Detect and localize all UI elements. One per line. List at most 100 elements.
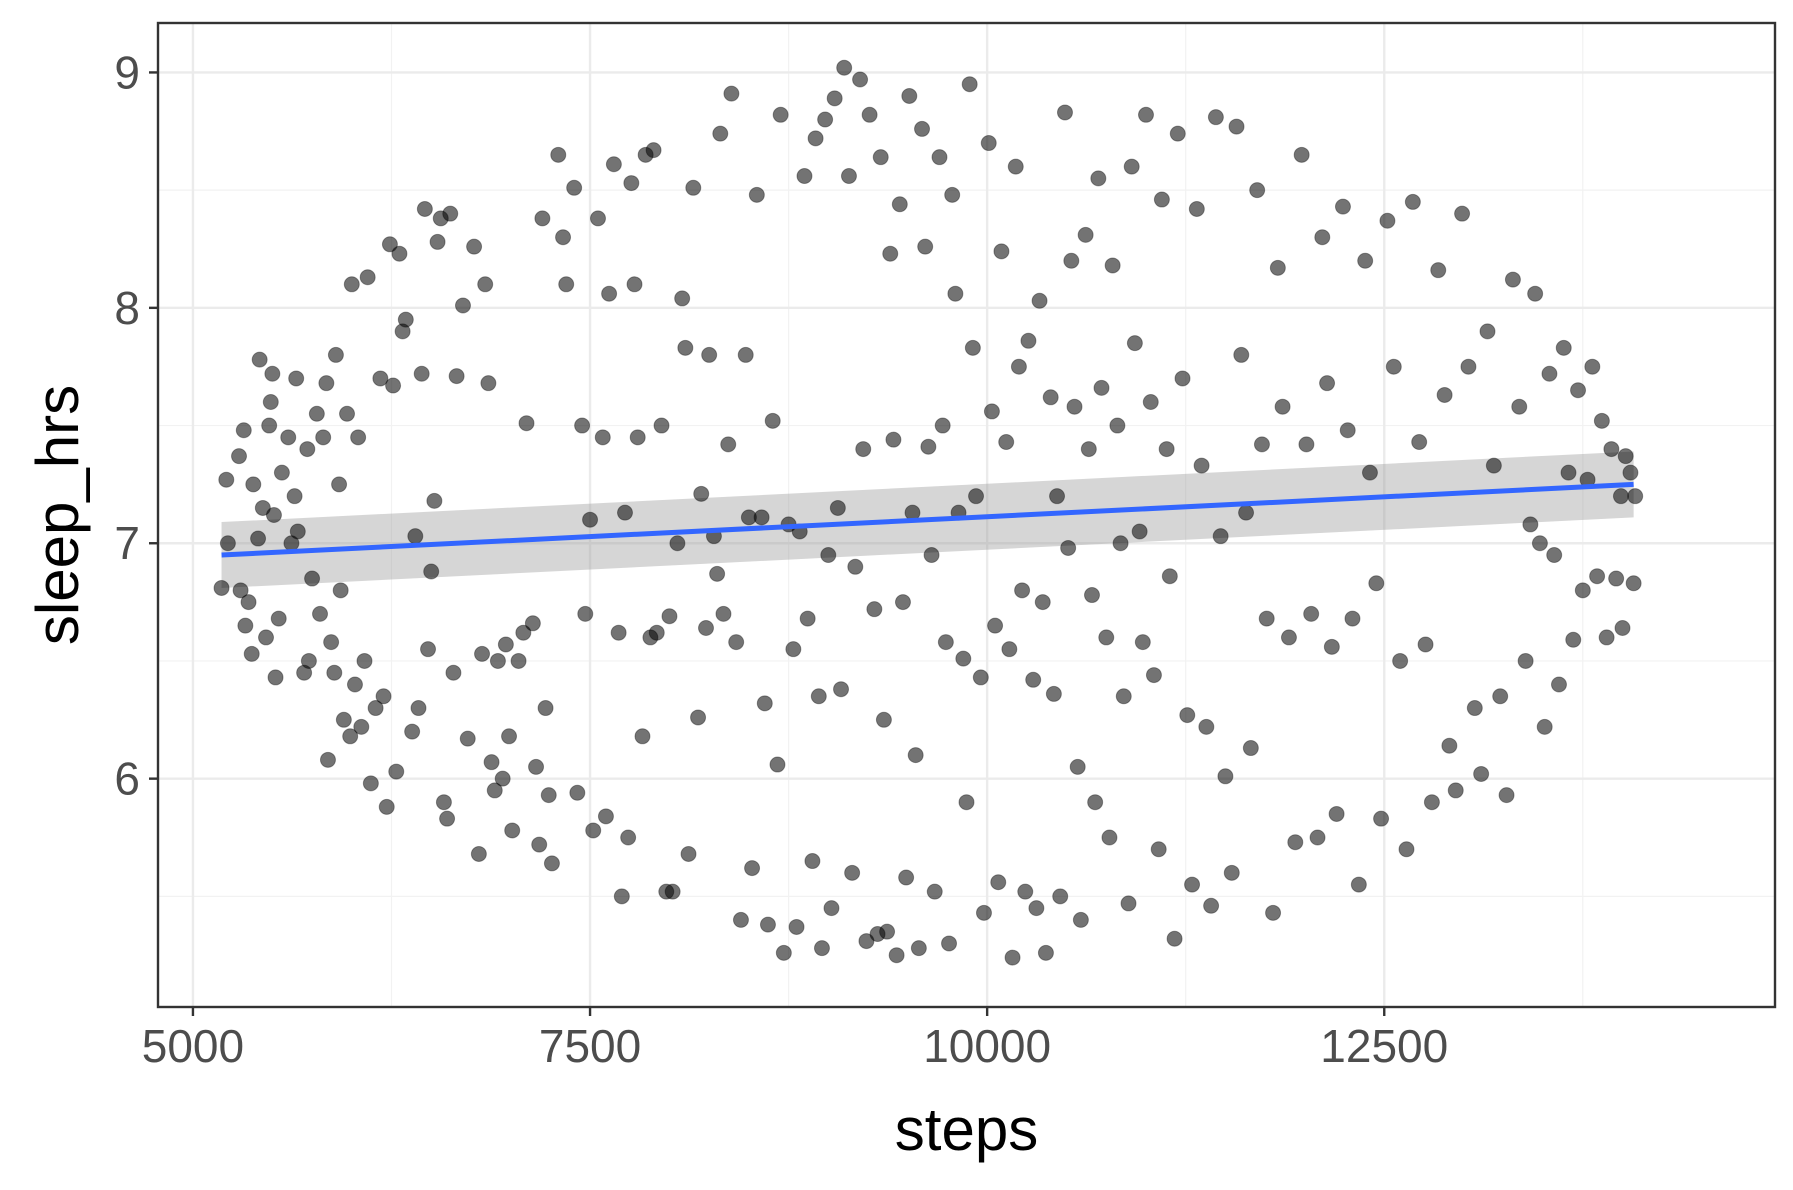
data-point — [1612, 488, 1629, 505]
data-point — [1253, 436, 1270, 453]
data-point — [677, 339, 694, 356]
data-point — [1565, 631, 1582, 648]
data-point — [1115, 688, 1132, 705]
data-point — [1017, 883, 1034, 900]
data-point — [264, 365, 281, 382]
data-point — [265, 507, 282, 523]
data-point — [1350, 876, 1367, 893]
data-point — [524, 615, 541, 632]
data-point — [1242, 740, 1259, 757]
data-point — [323, 634, 340, 651]
data-point — [413, 365, 430, 382]
data-point — [1550, 676, 1567, 693]
data-point — [474, 645, 491, 662]
data-point — [1028, 900, 1045, 917]
data-point — [1303, 605, 1320, 622]
data-point — [1001, 641, 1018, 658]
data-point — [1473, 765, 1490, 782]
data-point — [397, 311, 414, 328]
data-point — [480, 375, 497, 392]
data-point — [709, 565, 726, 582]
data-point — [577, 605, 594, 622]
data-point — [931, 149, 948, 166]
data-point — [888, 947, 905, 964]
data-point — [1541, 365, 1558, 382]
data-point — [483, 754, 500, 771]
data-point — [993, 243, 1010, 260]
data-point — [537, 700, 554, 717]
data-point — [1223, 864, 1240, 881]
data-point — [454, 297, 471, 314]
data-point — [1368, 575, 1385, 592]
data-point — [501, 728, 518, 745]
data-point — [262, 394, 279, 411]
data-point — [1319, 375, 1336, 392]
axes: 5000 7500 10000 12500 6 7 8 9 — [114, 46, 1448, 1072]
x-tick-label: 10000 — [923, 1020, 1051, 1072]
data-point — [459, 730, 476, 747]
data-point — [1169, 125, 1186, 142]
data-point — [439, 810, 456, 827]
data-point — [1207, 109, 1224, 126]
y-tick-label: 6 — [114, 753, 140, 805]
data-point — [926, 883, 943, 900]
data-point — [1546, 547, 1563, 564]
data-point — [961, 76, 978, 93]
data-point — [882, 245, 899, 262]
data-point — [804, 853, 821, 870]
data-point — [566, 179, 583, 196]
data-point — [1020, 332, 1037, 349]
data-point — [737, 346, 754, 363]
data-point — [326, 664, 343, 681]
data-point — [1584, 358, 1601, 375]
data-point — [937, 634, 954, 651]
data-point — [613, 888, 630, 905]
x-tick-label: 5000 — [142, 1020, 244, 1072]
data-points — [213, 59, 1644, 966]
data-point — [1069, 758, 1086, 775]
data-point — [1174, 370, 1191, 387]
data-point — [605, 156, 622, 173]
data-point — [975, 904, 992, 921]
data-point — [1025, 671, 1042, 688]
data-point — [920, 438, 937, 455]
data-point — [1517, 652, 1534, 669]
data-point — [258, 629, 275, 646]
data-point — [1555, 339, 1572, 356]
data-point — [934, 417, 951, 434]
data-point — [1485, 457, 1502, 474]
data-point — [558, 276, 575, 293]
data-point — [680, 845, 697, 862]
data-point — [597, 808, 614, 825]
data-point — [626, 276, 643, 293]
data-point — [1063, 252, 1080, 269]
data-point — [213, 579, 230, 596]
data-point — [1454, 205, 1471, 222]
data-point — [494, 770, 511, 787]
data-point — [1126, 335, 1143, 352]
data-point — [1436, 386, 1453, 403]
data-point — [381, 236, 398, 253]
data-point — [1309, 829, 1326, 846]
data-point — [445, 664, 462, 681]
data-point — [728, 634, 745, 651]
data-point — [585, 822, 602, 839]
data-point — [1265, 904, 1282, 921]
data-point — [701, 346, 718, 363]
data-point — [1045, 685, 1062, 702]
data-point — [1184, 876, 1201, 893]
data-point — [1072, 911, 1089, 928]
data-point — [1614, 619, 1631, 636]
data-point — [872, 149, 889, 166]
data-point — [319, 751, 336, 768]
data-point — [1249, 182, 1266, 199]
data-point — [955, 650, 972, 667]
data-point — [796, 168, 813, 185]
data-point — [1334, 198, 1351, 215]
data-point — [332, 582, 349, 599]
x-axis-title: steps — [895, 1096, 1038, 1163]
data-point — [353, 718, 370, 735]
data-point — [1077, 226, 1094, 243]
